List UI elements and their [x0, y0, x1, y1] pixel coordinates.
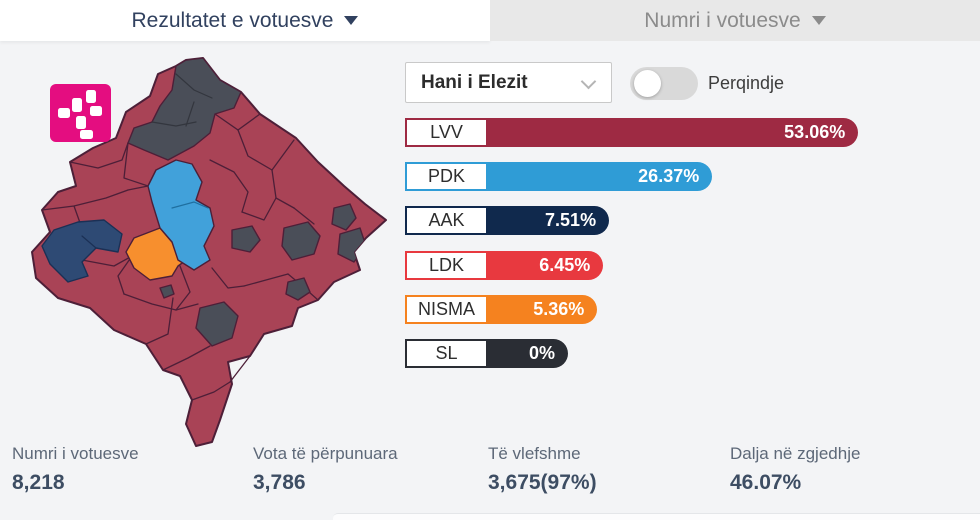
result-value-nisma: 5.36% — [533, 299, 585, 319]
municipality-dropdown[interactable]: Hani i Elezit — [405, 62, 612, 103]
caret-down-icon — [344, 16, 359, 25]
result-value-lvv: 53.06% — [784, 122, 846, 142]
map-region-north-gray[interactable] — [127, 58, 242, 161]
stat-label: Dalja në zgjedhje — [730, 444, 861, 463]
party-label-ldk: LDK — [428, 255, 464, 275]
kosovo-municipality-map[interactable] — [26, 50, 394, 452]
party-label-box-nisma: NISMA — [405, 295, 488, 324]
party-label-sl: SL — [435, 343, 458, 363]
stat-value: 3,675(97%) — [488, 471, 597, 494]
tab-numri-i-votuesve[interactable]: Numri i votuesve — [490, 0, 980, 41]
result-row-nisma: 5.36% NISMA — [405, 295, 875, 324]
party-label-box-aak: AAK — [405, 206, 488, 235]
map-region-shterpce-gray[interactable] — [195, 301, 239, 347]
map-base-region — [31, 57, 387, 447]
party-label-box-lvv: LVV — [405, 118, 488, 147]
perqindje-toggle[interactable] — [630, 67, 698, 100]
result-value-pdk: 26.37% — [638, 166, 700, 186]
municipality-dropdown-value: Hani i Elezit — [421, 71, 528, 93]
stat-value: 8,218 — [12, 471, 65, 494]
map-region-gray-dot[interactable] — [159, 284, 175, 299]
party-label-aak: AAK — [428, 210, 465, 230]
result-row-pdk: 26.37% PDK — [405, 162, 875, 191]
map-region-east-gray-5[interactable] — [285, 277, 311, 301]
tab-label: Rezultatet e votuesve — [131, 8, 334, 32]
overlay-borders — [81, 73, 213, 249]
party-label-box-pdk: PDK — [405, 162, 488, 191]
result-row-aak: 7.51% AAK — [405, 206, 875, 235]
result-row-sl: 0% SL — [405, 339, 875, 368]
map-region-east-gray-1[interactable] — [231, 225, 261, 253]
party-label-box-ldk: LDK — [405, 251, 488, 280]
tab-rezultatet-e-votuesve[interactable]: Rezultatet e votuesve — [0, 0, 490, 41]
map-region-central-blue[interactable] — [147, 159, 215, 271]
result-row-ldk: 6.45% LDK — [405, 251, 875, 280]
stat-value: 3,786 — [253, 471, 306, 494]
chevron-down-icon — [580, 73, 597, 90]
toggle-knob — [634, 70, 661, 97]
stat-label: Të vlefshme — [488, 444, 581, 463]
map-region-east-gray-3[interactable] — [331, 203, 357, 231]
stat-te-vlefshme: Të vlefshme 3,675(97%) — [488, 444, 723, 495]
result-value-ldk: 6.45% — [539, 255, 591, 275]
caret-down-icon — [811, 16, 826, 25]
municipality-borders — [41, 113, 319, 401]
stat-numri-i-votuesve: Numri i votuesve 8,218 — [12, 444, 247, 495]
telegrafi-logo — [50, 84, 111, 142]
next-section-edge — [333, 513, 980, 520]
stat-vota-te-perpunuara: Vota të përpunuara 3,786 — [253, 444, 488, 495]
result-value-aak: 7.51% — [545, 210, 597, 230]
stat-value: 46.07% — [730, 471, 802, 494]
tab-label: Numri i votuesve — [644, 8, 801, 32]
stat-label: Numri i votuesve — [12, 444, 139, 463]
stat-label: Vota të përpunuara — [253, 444, 398, 463]
stat-dalja-ne-zgjedhje: Dalja në zgjedhje 46.07% — [730, 444, 965, 495]
party-label-box-sl: SL — [405, 339, 488, 368]
perqindje-toggle-label: Perqindje — [708, 73, 785, 93]
map-region-east-gray-2[interactable] — [281, 221, 321, 261]
party-label-nisma: NISMA — [417, 299, 475, 319]
result-row-lvv: 53.06% LVV — [405, 118, 875, 147]
party-label-pdk: PDK — [427, 166, 465, 186]
result-value-sl: 0% — [528, 343, 555, 363]
telegrafi-t-glyph — [58, 90, 102, 139]
map-region-west-navy[interactable] — [41, 219, 123, 283]
party-label-lvv: LVV — [430, 122, 463, 142]
